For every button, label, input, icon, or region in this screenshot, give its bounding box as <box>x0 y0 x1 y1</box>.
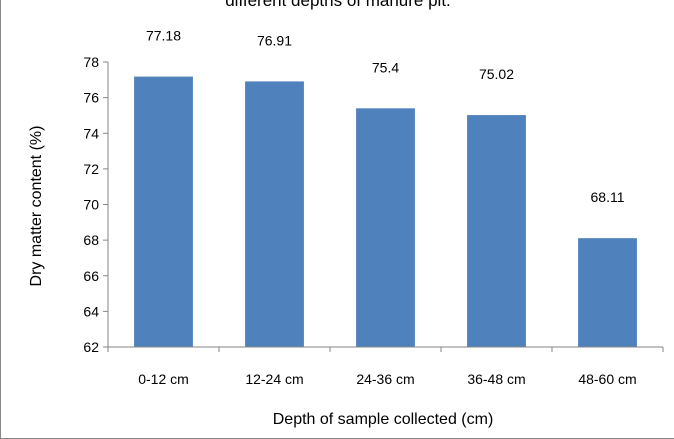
y-tick-label: 72 <box>83 161 99 177</box>
y-tick-label: 68 <box>83 232 99 248</box>
y-axis: 62 64 66 68 70 72 74 76 78 <box>83 54 109 355</box>
data-label: 75.4 <box>372 59 399 75</box>
data-label: 68.11 <box>591 189 625 205</box>
y-tick-label: 74 <box>83 125 99 141</box>
x-tick-label: 12-24 cm <box>245 371 303 387</box>
x-axis-title: Depth of sample collected (cm) <box>273 411 494 428</box>
bar-series: 77.18 76.91 75.4 75.02 68.11 <box>134 28 637 348</box>
y-tick-label: 78 <box>83 54 99 70</box>
bar <box>134 76 193 347</box>
x-tick-label: 36-48 cm <box>467 371 525 387</box>
data-label: 77.18 <box>146 28 181 44</box>
x-tick-label: 48-60 cm <box>578 371 636 387</box>
bar <box>467 115 526 347</box>
y-tick-label: 62 <box>83 339 99 355</box>
chart-title: different depths of manure pit. <box>225 0 451 10</box>
y-tick-label: 64 <box>83 303 99 319</box>
x-axis: 0-12 cm 12-24 cm 24-36 cm 36-48 cm 48-60 cm <box>107 346 664 387</box>
x-tick-label: 0-12 cm <box>138 371 189 387</box>
y-tick-label: 70 <box>83 197 99 213</box>
bar <box>356 108 415 347</box>
data-label: 75.02 <box>479 66 514 82</box>
data-label: 76.91 <box>257 32 292 48</box>
bar <box>245 81 304 348</box>
y-tick-label: 66 <box>83 268 99 284</box>
y-tick-label: 76 <box>83 90 99 106</box>
x-tick-label: 24-36 cm <box>356 371 414 387</box>
y-axis-title: Dry matter content (%) <box>28 126 45 287</box>
bar <box>578 238 637 347</box>
